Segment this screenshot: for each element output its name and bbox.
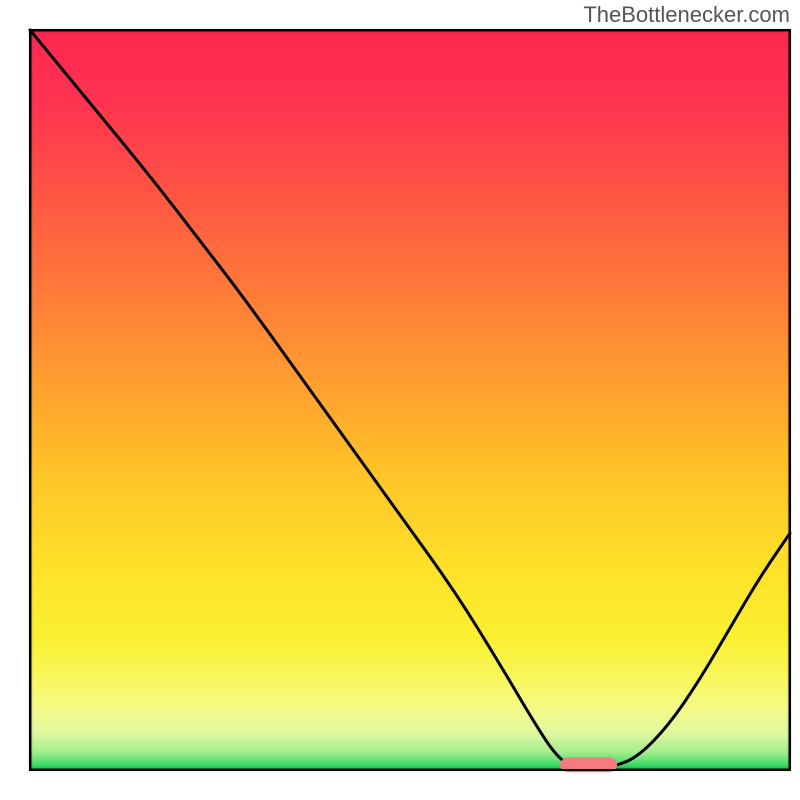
chart-container: TheBottlenecker.com [0,0,800,800]
chart-svg [0,0,800,800]
watermark-text: TheBottlenecker.com [583,2,790,28]
plot-frame [30,30,790,770]
bottleneck-curve [30,30,790,767]
